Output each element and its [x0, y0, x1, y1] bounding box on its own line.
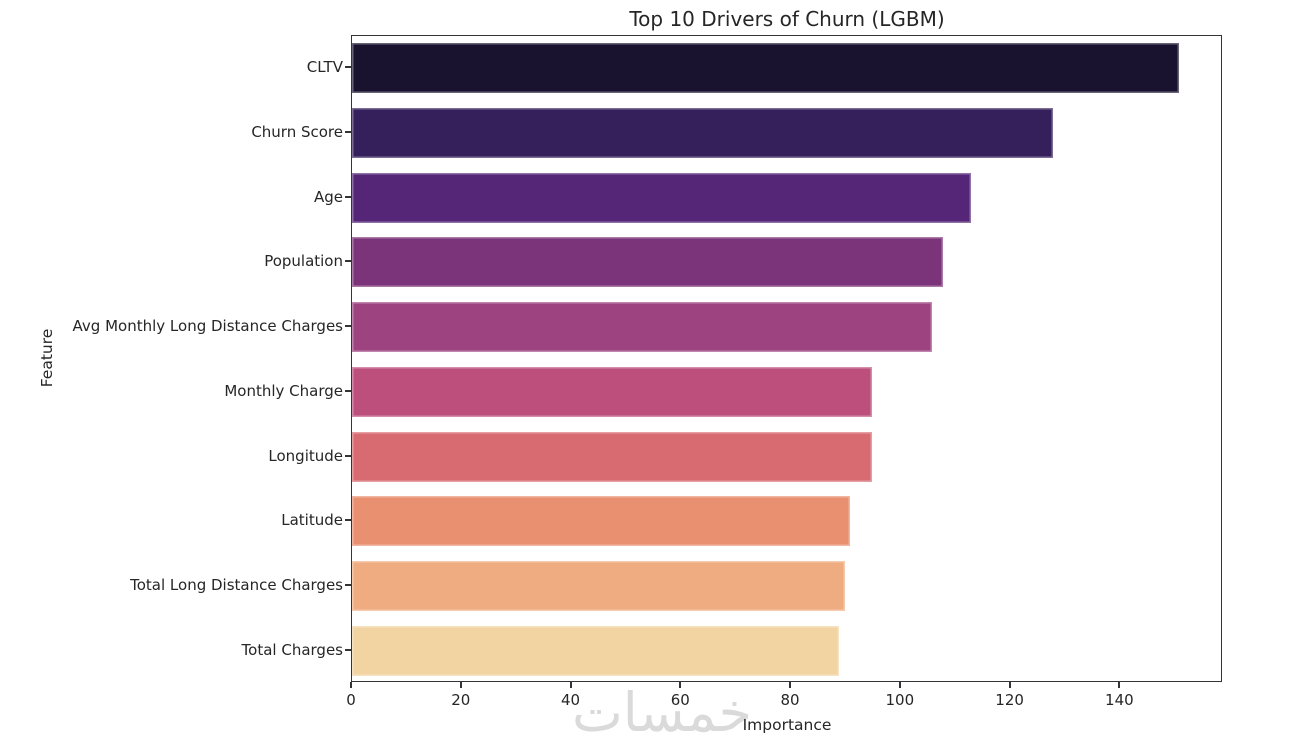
bar-latitude	[352, 496, 851, 547]
ytick-mark	[345, 519, 351, 522]
xtick-label-100: 100	[885, 691, 915, 709]
xtick-mark	[459, 682, 462, 688]
xtick-label-20: 20	[451, 691, 471, 709]
ytick-mark	[345, 583, 351, 586]
xtick-mark	[679, 682, 682, 688]
ytick-label-total-long-distance-charges: Total Long Distance Charges	[130, 575, 343, 594]
ytick-mark	[345, 66, 351, 69]
bar-longitude	[352, 431, 873, 482]
ytick-label-avg-monthly-long-distance-charges: Avg Monthly Long Distance Charges	[72, 317, 343, 336]
xtick-label-40: 40	[560, 691, 581, 709]
ytick-mark	[345, 195, 351, 198]
xtick-mark	[898, 682, 901, 688]
xtick-label-140: 140	[1105, 691, 1134, 709]
ytick-label-cltv: CLTV	[306, 58, 343, 77]
ytick-label-total-charges: Total Charges	[241, 640, 343, 659]
chart-title: Top 10 Drivers of Churn (LGBM)	[629, 7, 945, 31]
ytick-mark	[345, 260, 351, 263]
bar-age	[352, 172, 971, 223]
xtick-mark	[350, 682, 352, 688]
xtick-mark	[569, 682, 572, 688]
y-axis-label: Feature	[38, 328, 56, 388]
xtick-label-0: 0	[346, 691, 356, 709]
ytick-label-longitude: Longitude	[268, 446, 343, 465]
bar-monthly-charge	[352, 366, 873, 417]
ytick-mark	[345, 454, 351, 457]
xtick-mark	[1118, 682, 1121, 688]
bar-population	[352, 237, 944, 288]
xtick-mark	[1008, 682, 1011, 688]
ytick-label-population: Population	[264, 252, 343, 271]
ytick-label-monthly-charge: Monthly Charge	[224, 381, 343, 400]
ytick-mark	[345, 131, 351, 134]
watermark: خمسات	[571, 681, 752, 744]
ytick-label-latitude: Latitude	[281, 511, 343, 530]
bar-avg-monthly-long-distance-charges	[352, 302, 933, 353]
ytick-mark	[345, 325, 351, 328]
plot-area	[351, 35, 1222, 682]
xtick-mark	[789, 682, 792, 688]
ytick-mark	[345, 389, 351, 392]
ytick-label-age: Age	[313, 187, 343, 206]
ytick-label-churn-score: Churn Score	[251, 123, 343, 142]
bar-cltv	[352, 43, 1179, 94]
bar-total-long-distance-charges	[352, 560, 845, 611]
bar-churn-score	[352, 108, 1053, 159]
xtick-label-80: 80	[780, 691, 800, 709]
xtick-label-60: 60	[670, 691, 690, 709]
x-axis-label: Importance	[742, 716, 832, 734]
bar-total-charges	[352, 625, 840, 676]
ytick-mark	[345, 648, 351, 651]
xtick-label-120: 120	[995, 691, 1024, 709]
